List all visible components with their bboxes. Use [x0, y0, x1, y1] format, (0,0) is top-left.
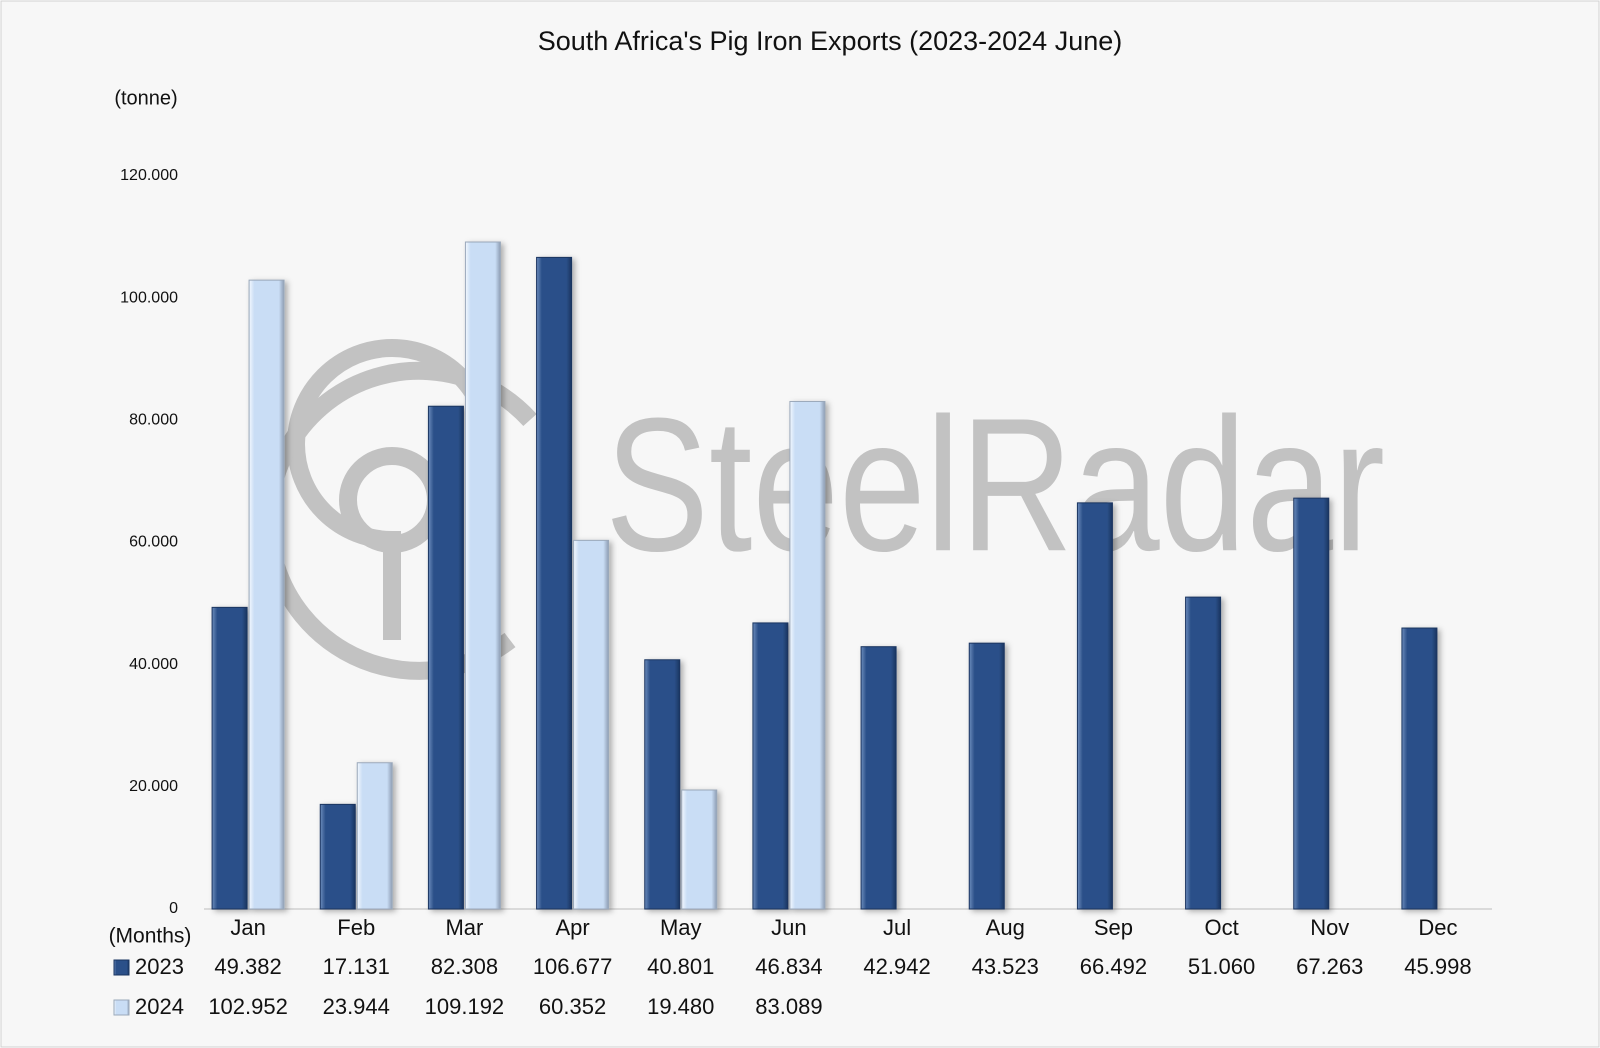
y-tick-label: 20.000: [129, 778, 178, 795]
bar: [427, 405, 464, 910]
data-label: 46.834: [755, 954, 822, 979]
data-label: 109.192: [425, 994, 505, 1019]
bar: [789, 400, 826, 910]
x-axis-label: (Months): [109, 925, 192, 948]
bar: [211, 606, 248, 910]
data-label: 67.263: [1296, 954, 1363, 979]
y-tick-label: 120.000: [120, 167, 178, 184]
legend-label: 2024: [135, 994, 184, 1019]
bar: [752, 622, 789, 910]
bar: [356, 762, 393, 910]
data-label: 19.480: [647, 994, 714, 1019]
data-label: 45.998: [1404, 954, 1471, 979]
y-tick-label: 0: [169, 900, 178, 917]
legend-key: [113, 959, 130, 976]
data-label: 106.677: [533, 954, 613, 979]
x-tick-label: Nov: [1310, 915, 1349, 940]
bar: [1076, 502, 1113, 910]
chart-title: South Africa's Pig Iron Exports (2023-20…: [538, 26, 1122, 56]
bar: [860, 646, 897, 910]
bar: [968, 642, 1005, 910]
bar: [681, 789, 718, 910]
x-tick-label: Sep: [1094, 915, 1133, 940]
legend-label: 2023: [135, 954, 184, 979]
bar: [644, 659, 681, 910]
bar: [248, 279, 285, 910]
x-tick-label: Aug: [986, 915, 1025, 940]
data-label: 40.801: [647, 954, 714, 979]
legend-key: [113, 999, 130, 1016]
y-axis-label: (tonne): [114, 87, 177, 109]
data-label: 43.523: [972, 954, 1039, 979]
y-tick-label: 80.000: [129, 412, 178, 429]
x-tick-label: May: [660, 915, 702, 940]
x-tick-label: Apr: [555, 915, 589, 940]
bar: [1185, 596, 1222, 910]
data-label: 49.382: [214, 954, 281, 979]
data-label: 51.060: [1188, 954, 1255, 979]
bar: [1293, 497, 1330, 910]
data-label: 23.944: [323, 994, 390, 1019]
x-tick-label: Dec: [1418, 915, 1457, 940]
data-label: 66.492: [1080, 954, 1147, 979]
bar: [464, 241, 501, 910]
watermark: SteelRadar: [605, 379, 1385, 591]
bar: [319, 803, 356, 910]
y-tick-label: 100.000: [120, 289, 178, 306]
x-tick-label: Feb: [337, 915, 375, 940]
data-label: 17.131: [323, 954, 390, 979]
bar: [536, 256, 573, 910]
x-tick-label: Jul: [883, 915, 911, 940]
data-label: 60.352: [539, 994, 606, 1019]
data-label: 102.952: [208, 994, 288, 1019]
bar: [1401, 627, 1438, 910]
x-tick-label: Jun: [771, 915, 806, 940]
y-tick-label: 60.000: [129, 534, 178, 551]
data-label: 83.089: [755, 994, 822, 1019]
x-tick-label: Oct: [1204, 915, 1238, 940]
x-tick-label: Jan: [230, 915, 265, 940]
y-tick-label: 40.000: [129, 656, 178, 673]
data-label: 42.942: [863, 954, 930, 979]
x-tick-label: Mar: [445, 915, 483, 940]
data-label: 82.308: [431, 954, 498, 979]
bar: [573, 539, 610, 910]
